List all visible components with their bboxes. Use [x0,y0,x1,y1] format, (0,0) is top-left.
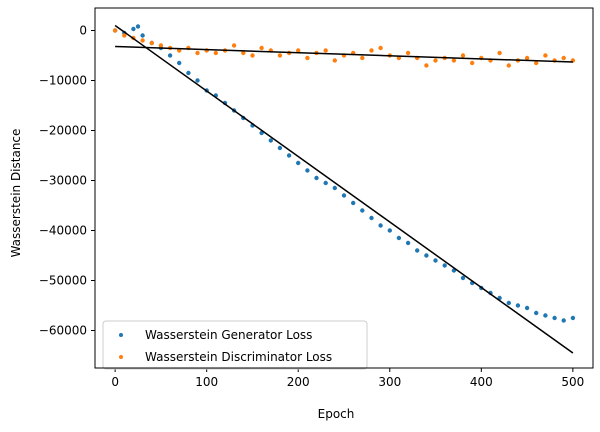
data-point [396,55,402,61]
data-point [296,160,301,166]
data-point [451,58,457,63]
data-point [277,145,283,151]
plot-area [112,24,576,354]
x-tick-label: 0 [111,375,119,389]
data-point [369,48,374,53]
data-point [405,240,411,246]
legend: Wasserstein Generator Loss Wasserstein D… [102,320,368,370]
y-axis: 0 −10000 −20000 −30000 −40000 −50000 −60000 [39,24,95,338]
data-point [122,33,127,38]
data-point [433,258,438,263]
x-tick-label: 200 [287,375,310,389]
y-tick-label: −60000 [39,324,87,338]
data-point [524,305,530,311]
data-point [387,228,392,233]
data-point [552,315,557,321]
data-point [341,193,347,198]
y-tick-label: 0 [79,24,87,38]
x-tick-label: 300 [378,375,401,389]
legend-label-discriminator: Wasserstein Discriminator Loss [145,350,332,364]
data-point [561,55,566,61]
x-axis-label: Epoch [318,407,355,421]
data-point [286,153,292,158]
data-point [543,313,548,318]
data-point [305,168,310,173]
data-point [296,48,301,53]
y-tick-label: −30000 [39,174,87,188]
legend-marker-generator [119,333,123,337]
data-point [497,50,502,56]
data-point [424,253,429,258]
y-tick-label: −40000 [39,224,87,238]
data-point [323,180,328,186]
data-point [470,60,475,66]
data-point [378,45,383,51]
data-point [167,53,173,58]
data-point [506,300,511,306]
data-point [195,50,200,56]
data-point [378,223,383,228]
data-point [442,263,447,268]
y-tick-label: −10000 [39,74,87,88]
data-point [415,248,420,253]
data-point [534,310,539,316]
y-axis-label: Wasserstein Distance [9,129,23,258]
data-point [570,315,576,321]
data-point [305,55,310,61]
data-point [424,63,429,68]
data-point [140,38,145,43]
data-point [561,318,566,323]
data-point [268,138,273,143]
legend-label-generator: Wasserstein Generator Loss [145,328,312,342]
data-point [460,275,466,281]
x-tick-label: 500 [561,375,584,389]
data-point [543,53,548,58]
data-point [259,45,264,51]
x-axis: 0 100 200 300 400 500 [111,368,584,389]
data-point [433,58,438,63]
data-point [332,58,337,63]
data-point [250,53,255,58]
data-point [135,24,141,29]
data-point [195,78,200,83]
data-point [460,53,466,58]
trend-line-discriminator [115,45,573,63]
data-point [277,53,283,58]
data-point [112,28,118,33]
data-point [515,303,521,308]
legend-box [102,320,368,370]
y-tick-label: −20000 [39,124,87,138]
plot-frame [94,7,594,369]
data-point [506,63,511,68]
data-point [369,215,374,221]
data-point [177,60,182,66]
data-point [149,40,154,46]
data-point [314,175,319,181]
data-point [131,26,136,32]
data-point [158,43,164,48]
data-point [323,48,328,53]
data-point [396,235,402,241]
data-point [213,50,218,56]
data-point [405,50,411,56]
data-point [360,208,365,213]
data-point [186,70,191,76]
x-tick-label: 400 [470,375,493,389]
data-point [231,43,237,48]
data-point [241,50,246,56]
data-point [140,33,145,38]
data-point [332,185,337,191]
data-point [534,60,539,66]
trend-line-generator [114,24,574,354]
data-point [360,55,365,61]
legend-marker-discriminator [119,355,123,359]
data-point [524,55,530,61]
x-tick-label: 100 [195,375,218,389]
y-tick-label: −50000 [39,274,87,288]
data-point [351,200,356,206]
